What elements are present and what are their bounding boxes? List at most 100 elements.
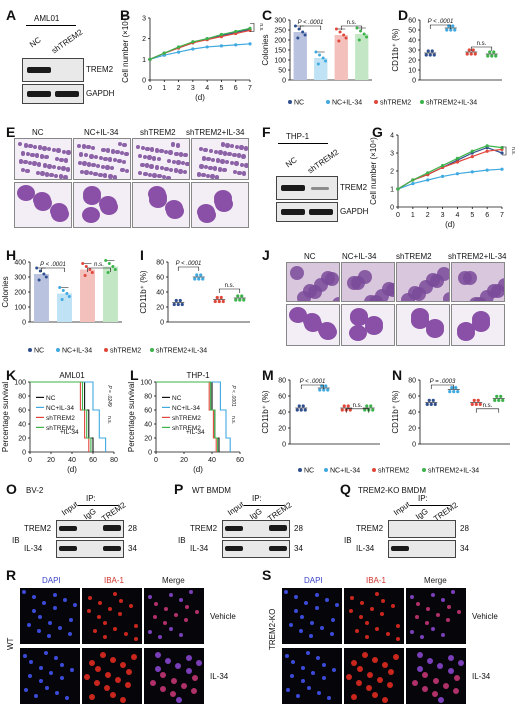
chart-m-ytick-label: 0 xyxy=(282,442,286,449)
chart-c-bar xyxy=(293,32,307,80)
chart-k-ylabel: Percentage survival xyxy=(1,382,10,452)
stain-e-cell xyxy=(77,160,82,166)
stain-j-zoom xyxy=(451,304,505,346)
stain-e-cell xyxy=(49,172,54,178)
stain-e-cell xyxy=(63,175,68,179)
panel-letter-j: J xyxy=(262,247,270,263)
chart-m-dot xyxy=(326,388,330,392)
chart-m-dot xyxy=(297,404,301,408)
stain-e-cell xyxy=(244,163,248,168)
fluor-s-cell xyxy=(332,668,337,673)
stain-e-cell xyxy=(164,166,169,172)
legend-label-nc: NC xyxy=(304,468,314,475)
stain-e-cell xyxy=(152,173,157,178)
chart-g-ytick-label: 0 xyxy=(390,205,394,212)
chart-k-xtick-label: 80 xyxy=(110,457,118,464)
chart-c-dot xyxy=(296,36,300,40)
stain-e-cell xyxy=(196,172,201,177)
ip-p-label: IB xyxy=(178,536,186,545)
chart-k-legend-label: NC xyxy=(46,395,56,402)
chart-c-ylabel: Colonies xyxy=(261,34,270,65)
chart-d-dot xyxy=(473,52,477,56)
chart-k-legend-label: shTREM2 xyxy=(46,425,75,432)
chart-i-dot xyxy=(234,298,238,302)
chart-m-dot xyxy=(299,408,303,412)
fluor-r-cell xyxy=(125,682,132,689)
fluor-r-cell xyxy=(73,603,78,608)
fluor-s-label: Vehicle xyxy=(472,612,498,621)
chart-g-xtick-label: 2 xyxy=(426,212,430,219)
ip-o-label: IL-34 xyxy=(24,544,43,553)
stain-e-cell xyxy=(90,145,96,151)
stain-e-cell xyxy=(163,149,169,155)
chart-b-xtick-label: 2 xyxy=(177,85,181,92)
stain-e-cell xyxy=(105,165,110,170)
fluor-r-cell xyxy=(89,694,96,701)
stain-e-cell xyxy=(18,159,23,164)
fluor-s-cell xyxy=(356,679,363,686)
fluor-r-cell xyxy=(178,598,183,603)
chart-k-ytick-label: 100 xyxy=(14,380,26,387)
chart-b-xtick-label: 5 xyxy=(219,85,223,92)
stain-e-cell xyxy=(220,159,225,164)
chart-d-dot xyxy=(428,53,432,57)
e-label-shil34: shTREM2+IL-34 xyxy=(186,128,245,137)
chart-c-dot xyxy=(342,33,346,37)
chart-h-dot xyxy=(106,271,110,274)
stain-e-cell xyxy=(166,158,172,164)
chart-b-ytick-label: 3 xyxy=(142,16,146,23)
fluor-r-cell xyxy=(28,673,33,678)
blot-a-cell-underline xyxy=(26,25,76,26)
blot-a-gapdh-band-nc xyxy=(27,91,51,97)
chart-h-dot xyxy=(67,295,71,298)
stain-e-cell xyxy=(18,142,23,147)
fluor-s-cell xyxy=(293,608,298,613)
stain-e-cell xyxy=(98,155,104,161)
chart-g-series-point xyxy=(411,182,415,186)
fluor-s-cell xyxy=(374,592,379,597)
legend-swatch-nc xyxy=(28,348,32,352)
fluor-s-cell xyxy=(315,592,320,597)
fluor-r-cell xyxy=(110,691,117,698)
fluor-r-cell xyxy=(57,626,62,631)
blot-f-gapdh-membrane xyxy=(276,202,338,222)
stain-e-cell xyxy=(27,160,33,166)
chart-c-ytick-label: 50 xyxy=(278,68,286,75)
chart-b-ytick-label: 0 xyxy=(142,78,146,85)
ip-p-label: 34 xyxy=(294,544,303,553)
fluor-s-cell xyxy=(311,671,316,676)
chart-g-sig-bracket xyxy=(502,146,507,156)
chart-b-series-line xyxy=(149,27,251,60)
stain-e-cell xyxy=(168,150,173,155)
chart-c-ytick-label: 0 xyxy=(282,78,286,85)
chart-h-dot xyxy=(65,292,69,295)
chart-h-ylabel: Colonies xyxy=(1,276,10,307)
chart-n-dot xyxy=(456,390,460,394)
stain-e-cell xyxy=(56,148,61,153)
chart-i-dot xyxy=(236,294,240,298)
chart-g-ytick-label: 4 xyxy=(390,133,394,140)
chart-d-ytick-label: 50 xyxy=(408,28,416,35)
chart-k-ytick-label: 80 xyxy=(18,394,26,401)
fluor-s-cell xyxy=(411,680,418,687)
blot-f-gapdh-band-nc xyxy=(281,209,305,215)
stain-e-cell xyxy=(83,153,89,158)
ip-q-membrane-il34 xyxy=(388,540,456,558)
stain-e-cell-zoom xyxy=(82,185,101,202)
stain-j-cell xyxy=(357,269,372,284)
chart-k-ytick-label: 60 xyxy=(18,408,26,415)
fluor-r-cell xyxy=(191,688,198,695)
legend-swatch-sh xyxy=(104,348,108,352)
stain-j-cell xyxy=(296,291,311,301)
stain-e-cell xyxy=(35,153,40,158)
stain-e-cell-zoom xyxy=(214,190,233,207)
fluor-s-cell xyxy=(325,598,330,603)
fluor-s-cell xyxy=(380,612,385,617)
chart-g-xlabel: (d) xyxy=(445,220,455,229)
chart-g-series-point xyxy=(411,178,415,182)
stain-e-cell xyxy=(182,169,188,175)
fluor-r-image xyxy=(144,648,204,704)
chart-d-dot xyxy=(490,54,494,58)
stain-e-cell xyxy=(143,171,148,177)
stain-e-cell xyxy=(213,166,218,171)
